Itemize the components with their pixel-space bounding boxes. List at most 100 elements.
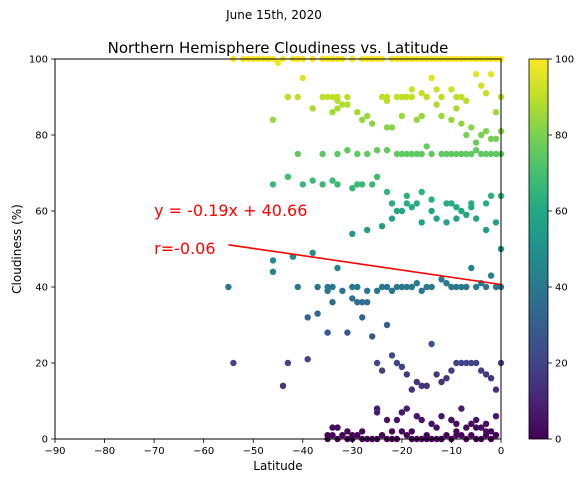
data-point — [458, 405, 465, 412]
data-point — [383, 124, 391, 131]
data-point — [324, 93, 331, 101]
data-point — [468, 432, 475, 439]
data-point — [403, 371, 410, 378]
data-point — [468, 264, 475, 272]
data-point — [269, 257, 277, 264]
y-tick-label: 80 — [35, 131, 48, 142]
data-point — [364, 112, 371, 120]
data-point — [403, 200, 410, 207]
colorbar-tick-label: 40 — [555, 283, 568, 294]
data-point — [423, 143, 430, 150]
data-point — [383, 147, 391, 154]
data-point — [309, 105, 316, 112]
data-point — [334, 264, 341, 272]
data-point — [443, 150, 450, 158]
data-point — [403, 93, 410, 101]
data-point — [468, 150, 475, 158]
data-point — [334, 181, 341, 188]
data-point — [304, 314, 311, 321]
data-point — [458, 93, 465, 101]
data-point — [314, 310, 321, 317]
colorbar-tick-label: 60 — [555, 207, 568, 218]
data-point — [492, 135, 500, 142]
regression-line — [228, 243, 502, 286]
data-point — [463, 424, 470, 431]
data-point — [369, 333, 376, 340]
data-point — [403, 150, 410, 158]
data-point — [473, 71, 480, 78]
suptitle: June 15th, 2020 — [225, 8, 322, 22]
data-point — [344, 101, 351, 108]
data-point — [299, 181, 306, 188]
x-tick-label: −90 — [44, 446, 65, 457]
data-point — [284, 173, 292, 180]
data-point — [448, 150, 455, 158]
data-point — [482, 428, 490, 435]
data-point — [383, 321, 391, 329]
data-point — [354, 181, 361, 188]
data-point — [468, 204, 475, 211]
data-point — [423, 382, 430, 389]
data-point — [408, 150, 415, 158]
data-point — [269, 116, 277, 124]
data-point — [398, 363, 406, 370]
data-point — [418, 416, 425, 424]
data-point — [378, 93, 386, 101]
data-point — [463, 97, 470, 105]
correlation-label: r=-0.06 — [154, 239, 215, 258]
x-tick-label: −50 — [243, 446, 264, 457]
data-point — [334, 105, 341, 112]
data-point — [393, 283, 401, 291]
data-point — [398, 428, 406, 435]
data-point — [463, 150, 470, 158]
data-point — [354, 150, 361, 158]
data-point — [393, 93, 401, 101]
data-point — [359, 181, 366, 188]
data-point — [418, 112, 425, 120]
data-point — [458, 120, 465, 127]
colorbar-ticks: 0 20 40 60 80 100 — [548, 55, 574, 446]
data-point — [344, 428, 351, 435]
data-point — [448, 86, 455, 93]
data-point — [354, 432, 361, 439]
data-point — [423, 283, 430, 291]
data-point — [225, 283, 232, 291]
data-point — [478, 150, 485, 158]
data-point — [284, 359, 292, 367]
data-point — [433, 424, 440, 431]
data-point — [373, 405, 381, 412]
data-point — [393, 359, 401, 367]
data-point — [349, 283, 356, 291]
data-point — [478, 82, 485, 89]
data-point — [418, 287, 425, 294]
data-point — [383, 283, 391, 291]
data-point — [463, 283, 470, 291]
data-point — [378, 283, 386, 291]
data-point — [413, 378, 420, 386]
data-point — [423, 93, 430, 101]
data-point — [453, 428, 460, 435]
data-point — [408, 204, 415, 211]
regression-equation: y = -0.19x + 40.66 — [154, 201, 307, 220]
data-point — [453, 215, 460, 222]
x-axis-ticks: −90 −80 −70 −60 −50 −40 −30 −20 −10 0 — [44, 439, 504, 457]
data-point — [319, 93, 326, 101]
data-point — [492, 283, 500, 291]
colorbar-tick-label: 100 — [555, 55, 574, 66]
data-point — [482, 90, 490, 97]
data-point — [443, 432, 450, 439]
data-point — [428, 74, 435, 82]
data-point — [319, 181, 326, 188]
data-point — [487, 375, 495, 382]
data-point — [349, 185, 356, 192]
data-point — [359, 116, 366, 124]
data-point — [369, 120, 376, 127]
data-point — [443, 200, 450, 207]
data-point — [344, 329, 351, 336]
scatter-points — [225, 55, 505, 443]
data-point — [408, 93, 415, 101]
data-point — [398, 150, 406, 158]
data-point — [492, 413, 500, 420]
data-point — [482, 226, 490, 234]
data-point — [453, 105, 460, 112]
